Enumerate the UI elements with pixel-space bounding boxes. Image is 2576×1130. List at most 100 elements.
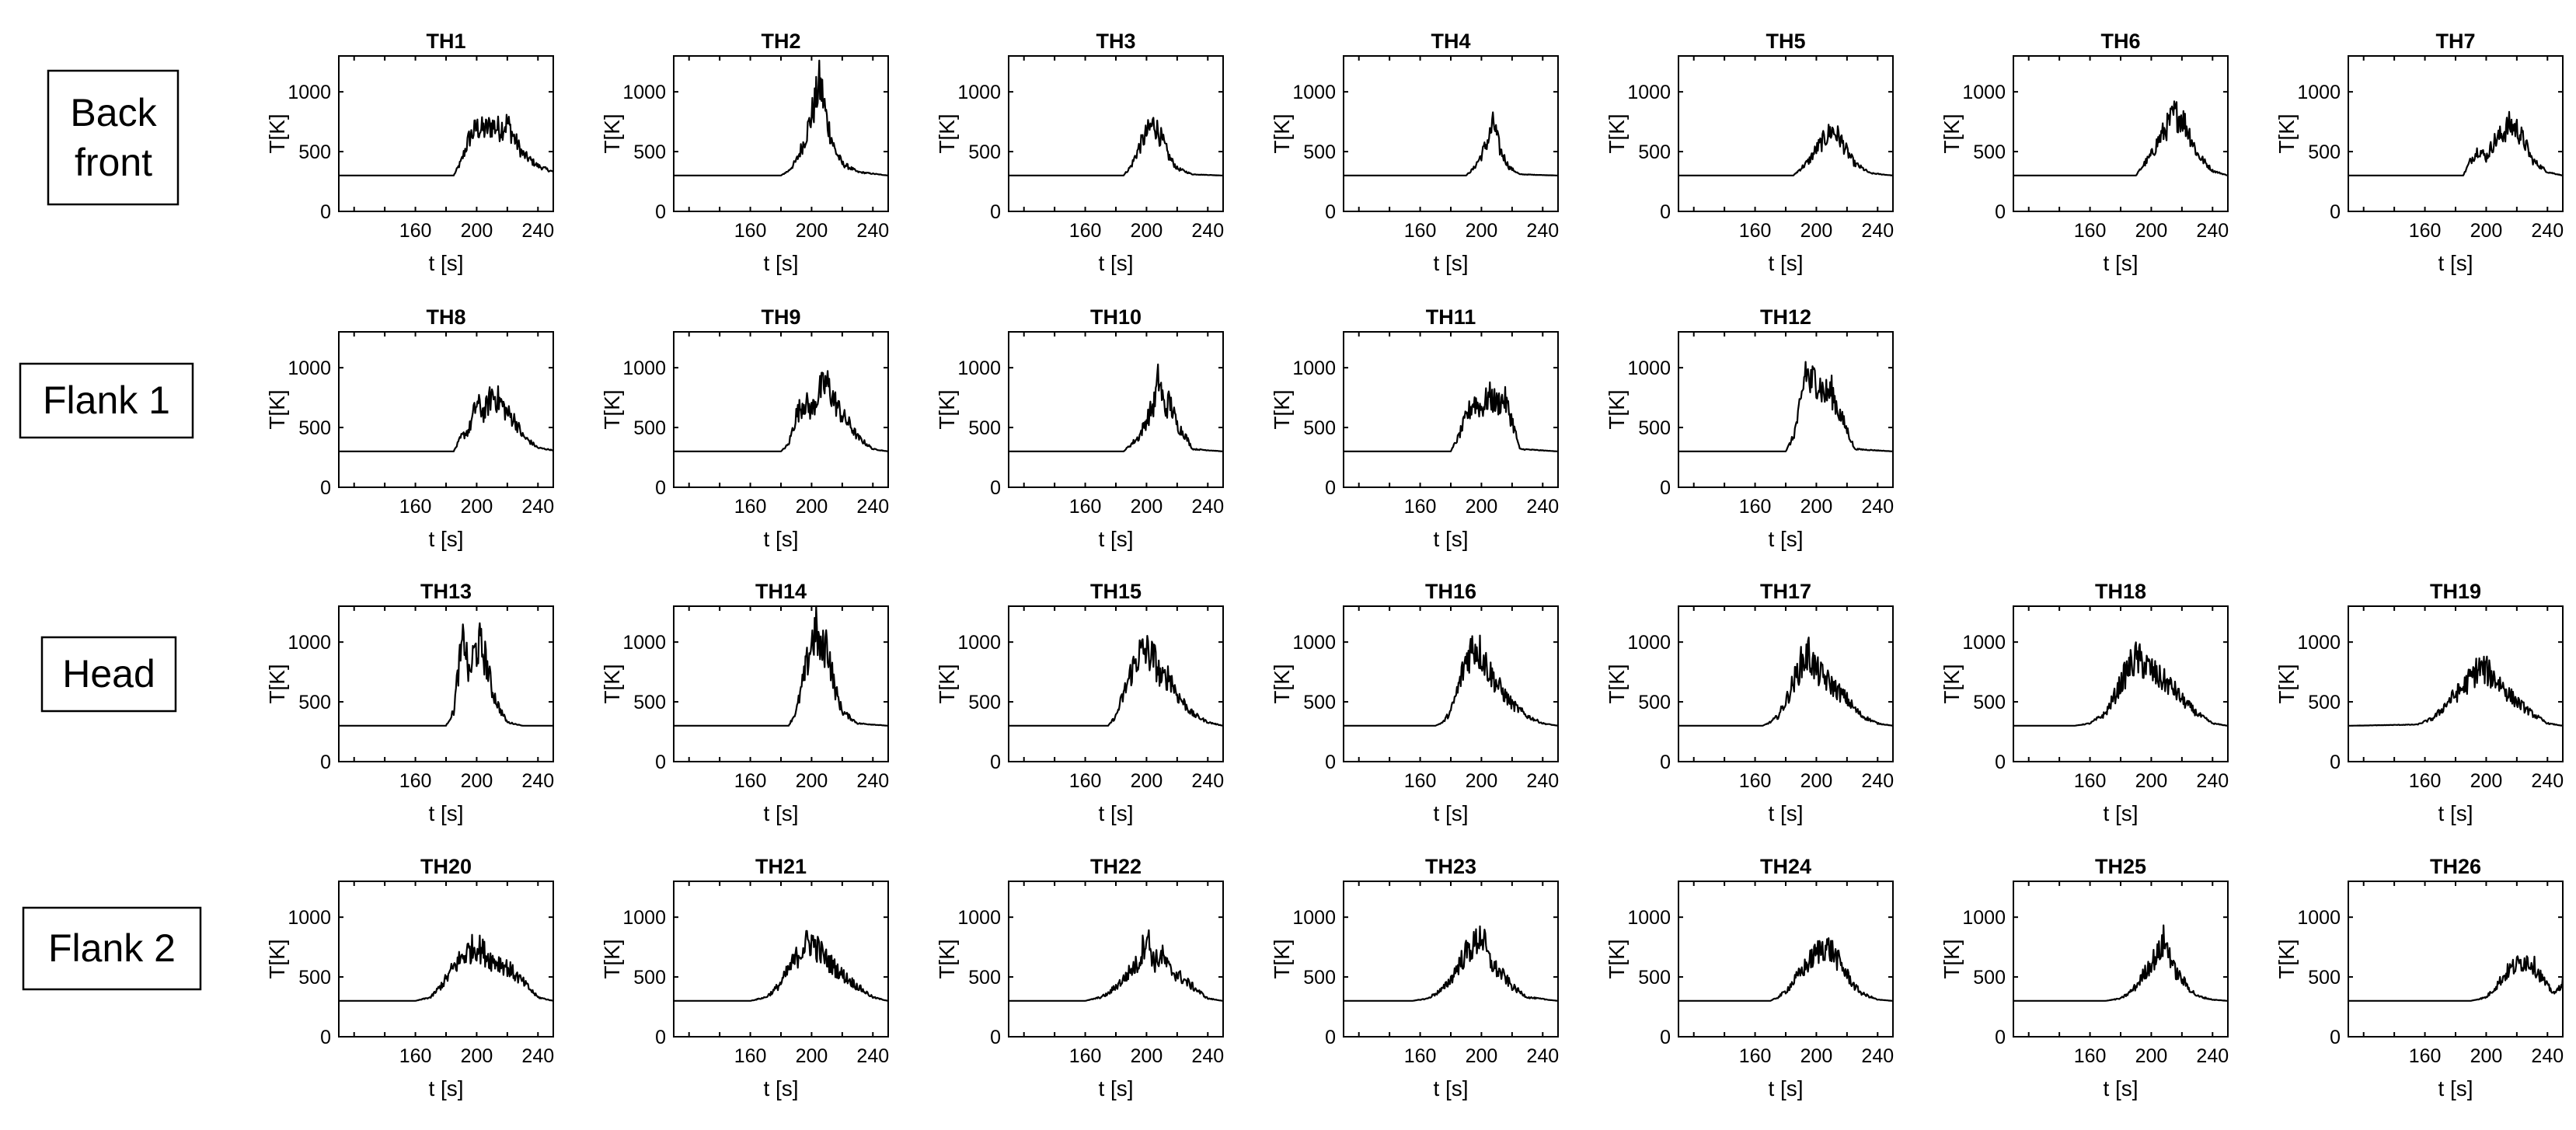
x-axis-label: t [s] <box>1433 251 1468 275</box>
x-axis-label: t [s] <box>763 1076 798 1100</box>
series-line-th18 <box>2013 641 2229 727</box>
panel-title: TH4 <box>1431 30 1470 53</box>
axes-box <box>673 55 889 212</box>
y-tick-label: 1000 <box>1292 632 1336 654</box>
axes-box <box>1008 605 1224 762</box>
y-tick-label: 500 <box>968 967 1001 989</box>
y-tick-label: 0 <box>990 1027 1001 1048</box>
y-tick-label: 0 <box>655 1027 666 1048</box>
row-labels: Back front Flank 1 Head Flank 2 <box>19 69 202 991</box>
x-axis-label: t [s] <box>2103 801 2138 825</box>
x-tick-label: 160 <box>1739 770 1772 792</box>
axes-box <box>673 605 889 762</box>
series-line-th10 <box>1008 363 1224 452</box>
axes-box <box>1008 55 1224 212</box>
panel-title: TH24 <box>1760 855 1811 878</box>
series-line-th24 <box>1678 936 1894 1002</box>
y-axis-label: T[K] <box>600 664 624 703</box>
y-axis-label: T[K] <box>1940 664 1964 703</box>
panel-th13: TH13 160 200 240 0 500 1000 t [s] T[K] <box>265 580 554 825</box>
axes-box <box>1678 605 1894 762</box>
x-axis-label: t [s] <box>2438 1076 2473 1100</box>
y-tick-label: 1000 <box>622 357 666 379</box>
y-axis-label: T[K] <box>935 939 959 978</box>
panel-th23: TH23 160 200 240 0 500 1000 t [s] T[K] <box>1270 855 1559 1100</box>
series-line-th1 <box>338 113 554 176</box>
axes-box <box>2013 55 2229 212</box>
y-axis-label: T[K] <box>265 389 289 429</box>
x-tick-label: 240 <box>2196 1045 2229 1067</box>
series-line-th20 <box>338 933 554 1002</box>
x-tick-label: 160 <box>1404 1045 1437 1067</box>
y-tick-label: 0 <box>1325 477 1336 499</box>
row-label-box <box>47 69 180 206</box>
panel-th19: TH19 160 200 240 0 500 1000 t [s] T[K] <box>2274 580 2564 825</box>
x-tick-label: 200 <box>1131 220 1163 242</box>
x-tick-label: 240 <box>2531 1045 2564 1067</box>
x-tick-label: 200 <box>796 220 828 242</box>
y-tick-label: 500 <box>1638 417 1671 439</box>
y-tick-label: 1000 <box>957 907 1001 929</box>
panel-title: TH19 <box>2430 580 2481 603</box>
y-axis-label: T[K] <box>2274 664 2299 703</box>
series-line-th19 <box>2348 655 2564 727</box>
x-axis-label: t [s] <box>1098 801 1133 825</box>
x-tick-label: 240 <box>1861 1045 1894 1067</box>
panel-th14: TH14 160 200 240 0 500 1000 t [s] T[K] <box>600 580 889 825</box>
x-tick-label: 240 <box>521 1045 554 1067</box>
y-tick-label: 0 <box>1995 201 2006 223</box>
row-label-text: front <box>75 141 152 184</box>
y-axis-label: T[K] <box>1270 113 1294 153</box>
axes-box <box>673 881 889 1038</box>
row-label-3: Flank 2 <box>22 906 202 991</box>
axes-box <box>673 331 889 488</box>
x-tick-label: 200 <box>2470 1045 2503 1067</box>
x-tick-label: 240 <box>856 220 889 242</box>
x-axis-label: t [s] <box>428 527 463 551</box>
panel-title: TH18 <box>2095 580 2146 603</box>
y-tick-label: 500 <box>1638 141 1671 163</box>
y-tick-label: 500 <box>633 692 666 713</box>
row-label-text: Flank 2 <box>48 926 176 970</box>
series-line-th21 <box>673 929 889 1002</box>
x-axis-label: t [s] <box>1768 801 1803 825</box>
panel-title: TH10 <box>1090 305 1142 329</box>
panel-title: TH20 <box>420 855 472 878</box>
x-tick-label: 200 <box>2135 1045 2168 1067</box>
x-tick-label: 240 <box>1191 220 1224 242</box>
series-line-th14 <box>673 605 889 727</box>
y-tick-label: 1000 <box>622 907 666 929</box>
x-tick-label: 240 <box>1191 496 1224 518</box>
y-tick-label: 1000 <box>1627 632 1671 654</box>
series-line-th12 <box>1678 361 1894 452</box>
series-line-th11 <box>1343 381 1559 452</box>
y-tick-label: 0 <box>1325 752 1336 773</box>
x-axis-label: t [s] <box>2438 801 2473 825</box>
x-tick-label: 240 <box>1191 1045 1224 1067</box>
y-tick-label: 500 <box>2308 692 2341 713</box>
y-tick-label: 500 <box>1303 141 1336 163</box>
x-tick-label: 200 <box>2135 220 2168 242</box>
panel-th10: TH10 160 200 240 0 500 1000 t [s] T[K] <box>935 305 1224 551</box>
x-tick-label: 160 <box>1069 496 1102 518</box>
y-axis-label: T[K] <box>1605 664 1629 703</box>
y-tick-label: 1000 <box>288 82 331 103</box>
x-axis-label: t [s] <box>1098 1076 1133 1100</box>
panel-title: TH6 <box>2100 30 2140 53</box>
x-tick-label: 240 <box>521 770 554 792</box>
axes-box <box>1343 55 1559 212</box>
y-tick-label: 500 <box>968 141 1001 163</box>
x-tick-label: 200 <box>2470 770 2503 792</box>
x-tick-label: 160 <box>734 496 767 518</box>
y-tick-label: 500 <box>2308 141 2341 163</box>
y-tick-label: 1000 <box>1627 907 1671 929</box>
panel-title: TH21 <box>755 855 807 878</box>
series-line-th22 <box>1008 929 1224 1002</box>
series-line-th7 <box>2348 110 2564 176</box>
row-label-box <box>19 362 194 439</box>
y-tick-label: 0 <box>655 752 666 773</box>
panel-th11: TH11 160 200 240 0 500 1000 t [s] T[K] <box>1270 305 1559 551</box>
panel-title: TH17 <box>1760 580 1811 603</box>
series-line-th2 <box>673 59 889 176</box>
panel-th24: TH24 160 200 240 0 500 1000 t [s] T[K] <box>1605 855 1894 1100</box>
